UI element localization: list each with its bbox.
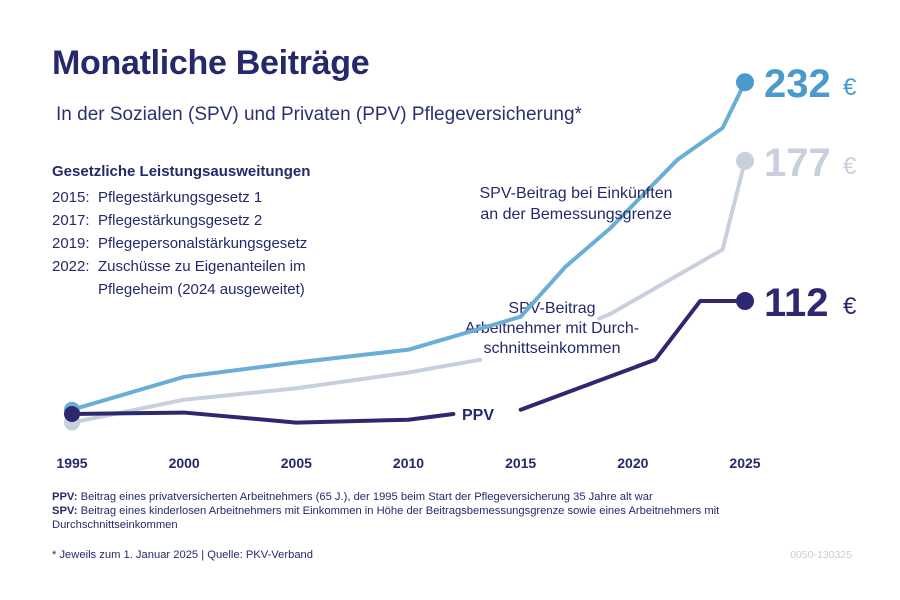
x-tick-label: 2015 [505, 455, 536, 471]
legal-item-year: 2017: [52, 212, 90, 229]
series-end-value: 177 [764, 141, 831, 185]
x-tick-label: 2020 [617, 455, 648, 471]
series-end-point [736, 292, 754, 311]
footnote-ppv-label: PPV: [52, 491, 78, 503]
legal-item-text: Zuschüsse zu Eigenanteilen im Pflegeheim… [98, 258, 306, 298]
series-line [70, 357, 483, 425]
x-tick-label: 1995 [56, 455, 87, 471]
legal-changes-heading: Gesetzliche Leistungsausweitungen [52, 163, 311, 180]
source-note: * Jeweils zum 1. Januar 2025 | Quelle: P… [52, 549, 313, 561]
series-label: Arbeitnehmer mit Durch- [465, 320, 639, 337]
x-tick-label: 2010 [393, 455, 424, 471]
legal-changes-box: Gesetzliche Leistungsausweitungen 2015: … [52, 160, 382, 301]
legal-item-text: Pflegestärkungsgesetz 2 [98, 212, 263, 229]
footnote-spv-text: Beitrag eines kinderlosen Arbeitnehmers … [52, 505, 720, 531]
x-tick-label: 2000 [169, 455, 200, 471]
footnote-spv-label: SPV: [52, 505, 78, 517]
series-end-unit: € [843, 293, 857, 320]
legal-item: 2022: Zuschüsse zu Eigenanteilen im Pfle… [52, 255, 382, 301]
footnote-ppv: PPV: Beitrag eines privatversicherten Ar… [52, 490, 842, 504]
x-tick-label: 2025 [729, 455, 760, 471]
legal-item: 2017: Pflegestärkungsgesetz 2 [52, 209, 382, 232]
series-end-point [736, 151, 754, 170]
x-tick-label: 2005 [281, 455, 312, 471]
legal-item: 2019: Pflegepersonalstärkungsgesetz [52, 232, 382, 255]
footnote-ppv-text: Beitrag eines privatversicherten Arbeitn… [77, 491, 653, 503]
footnote-spv: SPV: Beitrag eines kinderlosen Arbeitneh… [52, 504, 842, 532]
series-line [518, 299, 747, 412]
legal-item-year: 2015: [52, 189, 90, 206]
series-end-value: 232 [764, 62, 831, 106]
series-end-unit: € [843, 153, 857, 180]
graphic-code: 0050-130325 [790, 549, 852, 561]
legal-item-year: 2022: [52, 258, 90, 275]
page-title: Monatliche Beiträge [52, 44, 370, 82]
page-subtitle: In der Sozialen (SPV) und Privaten (PPV)… [56, 104, 582, 125]
series-label: PPV [462, 407, 494, 424]
legal-item: 2015: Pflegestärkungsgesetz 1 [52, 186, 382, 209]
series-label: an der Bemessungsgrenze [480, 206, 671, 223]
series-line [597, 158, 747, 321]
series-end-value: 112 [764, 281, 829, 325]
series-start-point [64, 406, 80, 422]
series-end-unit: € [843, 74, 857, 101]
legal-item-text: Pflegepersonalstärkungsgesetz [98, 235, 308, 252]
series-label: schnittseinkommen [484, 340, 621, 357]
legal-item-year: 2019: [52, 235, 90, 252]
series-label: SPV-Beitrag bei Einkünften [479, 185, 672, 202]
legal-item-text: Pflegestärkungsgesetz 1 [98, 189, 263, 206]
series-line [70, 80, 747, 412]
footnotes: PPV: Beitrag eines privatversicherten Ar… [52, 490, 842, 532]
series-line [70, 410, 456, 425]
series-end-point [736, 73, 754, 92]
